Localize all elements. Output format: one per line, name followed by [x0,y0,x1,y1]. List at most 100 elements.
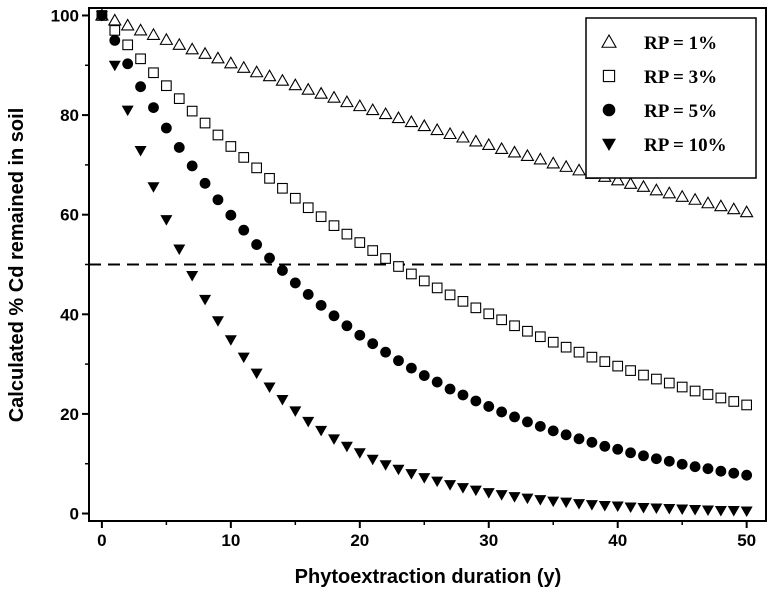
data-point [496,406,508,418]
data-point [277,265,288,276]
data-point [199,294,212,306]
x-tick-label: 20 [350,531,369,550]
data-point [288,78,303,91]
data-point [521,493,534,505]
y-tick-label: 0 [70,505,79,524]
legend-box [585,17,757,179]
legend: RP = 1% RP = 3% RP = 5% RP = 10% [585,17,757,179]
data-point [457,389,469,401]
data-point [701,196,715,209]
data-point [483,308,495,320]
series-1 [94,8,754,218]
legend-item: RP = 10% [602,135,727,156]
data-point [95,10,108,22]
data-point [353,448,366,459]
data-point [689,461,701,473]
data-point [135,53,146,65]
data-point [263,382,276,394]
data-point [495,490,508,501]
data-point [483,401,495,412]
data-point [547,496,560,508]
data-point [417,118,432,132]
data-point [481,137,496,151]
data-point [107,13,122,26]
data-point [380,253,391,264]
data-point [444,289,456,301]
data-point [172,37,187,50]
data-point [650,503,663,515]
data-point [328,434,341,445]
data-point [663,455,675,467]
data-point [378,106,393,120]
data-point [302,288,314,300]
y-tick-label: 80 [60,106,79,125]
data-point [404,114,419,128]
data-point [741,469,753,481]
data-point [612,443,624,455]
data-point [508,492,521,503]
data-point [482,488,495,499]
data-point [379,460,392,471]
data-point [109,34,121,46]
data-point [120,18,135,31]
data-point [649,183,664,196]
x-tick-label: 40 [608,531,627,550]
data-point [624,502,637,514]
series-3 [96,10,753,481]
legend-marker [602,138,616,151]
data-point [161,80,172,92]
data-point [534,420,546,432]
data-point [430,122,445,136]
legend-label: RP = 10% [644,135,727,156]
data-point [625,447,636,459]
data-point [146,27,161,40]
y-tick-label: 40 [60,305,79,324]
data-point [225,209,237,221]
data-point [418,275,430,287]
data-point [663,377,675,389]
data-point [611,501,624,513]
data-point [225,141,237,152]
data-point [341,320,353,332]
data-point [199,117,211,129]
data-point [638,369,649,381]
data-point [237,352,250,364]
data-point [160,122,172,134]
data-point [250,368,263,380]
data-points [94,8,754,518]
data-point [598,501,611,512]
data-point [444,383,456,395]
data-point [289,192,301,204]
data-point [560,497,573,509]
data-point [405,469,418,480]
data-point [520,148,535,161]
data-point [689,385,701,397]
data-point [469,485,482,497]
data-point [534,331,546,343]
data-point [623,176,638,189]
data-point [186,270,199,282]
data-point [701,505,714,517]
data-point [314,86,329,99]
data-point [352,99,367,112]
data-point [662,186,677,199]
x-tick-label: 30 [479,531,498,550]
data-point [676,504,689,516]
data-point [392,464,405,476]
data-point [637,503,650,514]
data-point [238,224,250,236]
data-point [509,320,520,332]
data-point [367,338,379,350]
data-point [573,346,585,358]
data-point [468,134,483,147]
data-point [328,220,340,232]
data-point [533,152,548,165]
data-point [406,268,417,280]
data-point [507,145,522,158]
data-point [522,416,533,428]
data-point [354,329,366,341]
data-point [315,211,327,223]
data-point [714,506,727,517]
data-point [186,105,198,117]
data-point [301,82,316,95]
